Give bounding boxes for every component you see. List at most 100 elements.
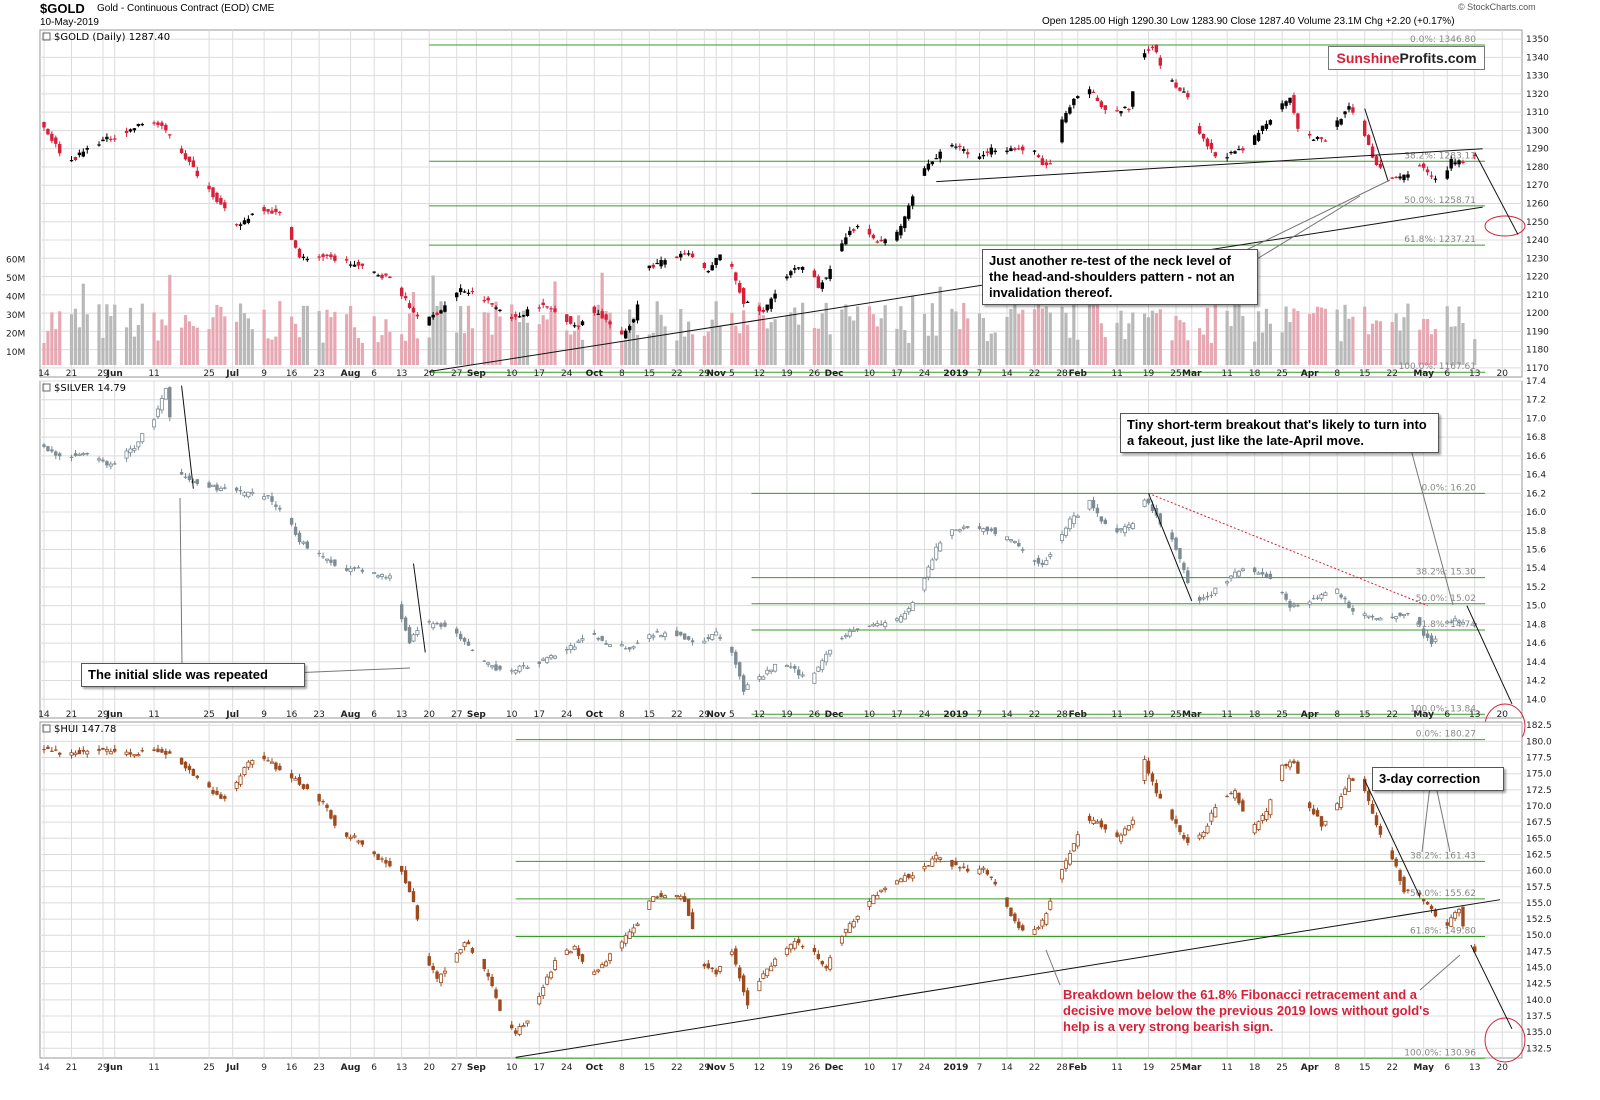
candle-body — [317, 256, 321, 258]
candle-body — [1398, 176, 1402, 179]
x-tick-label: 24 — [919, 710, 931, 720]
volume-bar — [824, 302, 828, 365]
candle-body — [42, 444, 46, 447]
candle-body — [1150, 504, 1155, 511]
volume-bar — [1378, 321, 1383, 365]
volume-bar — [195, 327, 199, 365]
candle-body — [329, 810, 333, 819]
candle-body — [796, 267, 801, 269]
x-tick-label: 15 — [644, 1063, 655, 1073]
candle-body — [1005, 536, 1010, 541]
candle-body — [718, 966, 723, 972]
candle-body — [828, 957, 833, 970]
candle-body — [1374, 618, 1379, 621]
candle-body — [415, 630, 420, 635]
y-tick-label: 16.0 — [1526, 508, 1546, 518]
x-tick-label: 28 — [1056, 1063, 1068, 1073]
y-tick-label: 1260 — [1526, 200, 1549, 210]
candle-body — [1291, 604, 1296, 607]
candle-body — [1103, 105, 1107, 110]
candle-body — [938, 542, 943, 552]
candle-body — [58, 453, 62, 457]
candle-body — [513, 314, 518, 317]
candle-body — [816, 276, 821, 288]
candle-body — [1402, 876, 1406, 893]
candle-body — [510, 316, 514, 319]
volume-bar — [525, 322, 530, 365]
candle-body — [989, 147, 993, 155]
candle-body — [545, 976, 550, 985]
candle-body — [757, 676, 762, 680]
candle-body — [934, 854, 939, 860]
volume-bar — [250, 329, 254, 365]
candle-body — [690, 253, 695, 258]
candle-body — [1240, 568, 1245, 572]
candle-body — [101, 747, 105, 750]
candle-body — [1213, 807, 1218, 818]
x-tick-label: 25 — [203, 369, 214, 379]
candle-body — [651, 635, 656, 638]
candle-body — [238, 224, 243, 226]
x-tick-label: 22 — [1386, 1063, 1397, 1073]
volume-bar — [514, 315, 518, 365]
candle-body — [348, 836, 353, 839]
volume-bar — [683, 336, 687, 365]
candle-body — [333, 815, 337, 826]
volume-bar — [934, 335, 938, 365]
candle-body — [1307, 601, 1312, 605]
candle-body — [875, 623, 880, 627]
candle-body — [1390, 616, 1394, 619]
volume-bar — [954, 311, 958, 365]
candle-body — [907, 873, 911, 878]
volume-bar — [977, 313, 982, 365]
candle-body — [840, 637, 844, 640]
candle-body — [1252, 135, 1257, 145]
candle-body — [403, 296, 408, 299]
candle-body — [843, 928, 848, 933]
candle-body — [576, 325, 581, 327]
candle-body — [934, 158, 938, 160]
candle-body — [1032, 560, 1037, 562]
x-tick-label: 8 — [619, 710, 625, 720]
x-tick-label: Jul — [225, 710, 239, 720]
candle-body — [325, 254, 329, 257]
candle-body — [1122, 828, 1127, 836]
candle-body — [1378, 617, 1383, 621]
candle-body — [902, 613, 907, 620]
x-tick-label: Aug — [341, 1063, 361, 1073]
candle-body — [812, 270, 817, 278]
volume-tick-label: 40M — [6, 293, 25, 303]
volume-bar — [1158, 309, 1162, 365]
x-tick-label: 6 — [371, 369, 377, 379]
x-tick-label: 29 — [97, 710, 109, 720]
candle-body — [1197, 126, 1202, 134]
x-tick-label: 6 — [1444, 1063, 1450, 1073]
candle-body — [466, 941, 471, 945]
candle-body — [372, 851, 376, 855]
candle-body — [1044, 913, 1049, 925]
candle-body — [183, 761, 188, 769]
candle-body — [879, 239, 883, 242]
candle-body — [132, 754, 137, 757]
candle-body — [156, 122, 160, 126]
candle-body — [1335, 120, 1339, 127]
candle-body — [1394, 616, 1399, 620]
candle-body — [305, 258, 310, 261]
volume-bar — [415, 338, 420, 365]
candle-body — [981, 154, 986, 157]
x-tick-label: 8 — [619, 369, 625, 379]
candle-body — [160, 122, 164, 126]
candle-body — [266, 209, 270, 212]
x-tick-label: 25 — [203, 710, 214, 720]
candle-body — [977, 526, 982, 529]
x-tick-label: 13 — [1469, 369, 1480, 379]
volume-bar — [1241, 316, 1245, 365]
x-tick-label: 24 — [919, 1063, 931, 1073]
volume-bar — [262, 309, 266, 365]
candle-body — [1036, 557, 1041, 564]
y-tick-label: 142.5 — [1526, 980, 1552, 990]
candle-body — [329, 254, 333, 258]
candle-body — [1292, 760, 1296, 764]
y-tick-label: 17.2 — [1526, 396, 1546, 406]
candle-body — [494, 664, 498, 671]
